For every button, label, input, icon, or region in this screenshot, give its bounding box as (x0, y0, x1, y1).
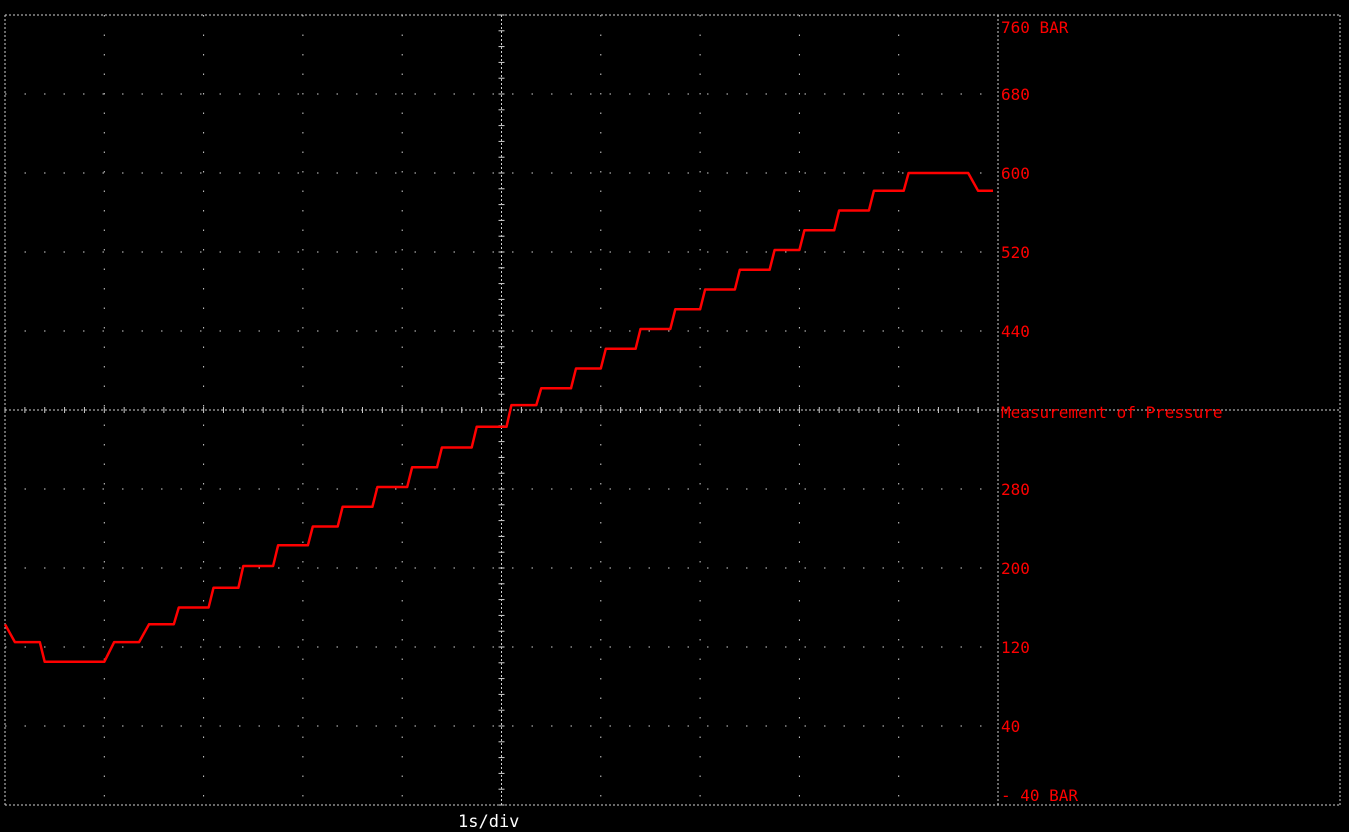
x-axis-label: 1s/div (458, 812, 519, 832)
y-axis-tick-labels: 760 BAR 680 600 520 440 280 200 120 40 - 40 BAR (1001, 18, 1078, 805)
pressure-trace (3, 171, 993, 664)
grid (4, 14, 1341, 806)
y-tick-label: 440 (1001, 322, 1030, 341)
y-tick-label: 120 (1001, 638, 1030, 657)
y-tick-label: 200 (1001, 559, 1030, 578)
timebase-bar (0, 806, 1349, 832)
y-tick-label: 280 (1001, 480, 1030, 499)
y-tick-label: 680 (1001, 85, 1030, 104)
y-tick-label: 760 BAR (1001, 18, 1069, 37)
y-tick-label: 520 (1001, 243, 1030, 262)
y-tick-label: - 40 BAR (1001, 786, 1078, 805)
y-tick-label: 40 (1001, 717, 1020, 736)
y-axis-label: Measurement of Pressure (1001, 403, 1223, 422)
y-tick-label: 600 (1001, 164, 1030, 183)
